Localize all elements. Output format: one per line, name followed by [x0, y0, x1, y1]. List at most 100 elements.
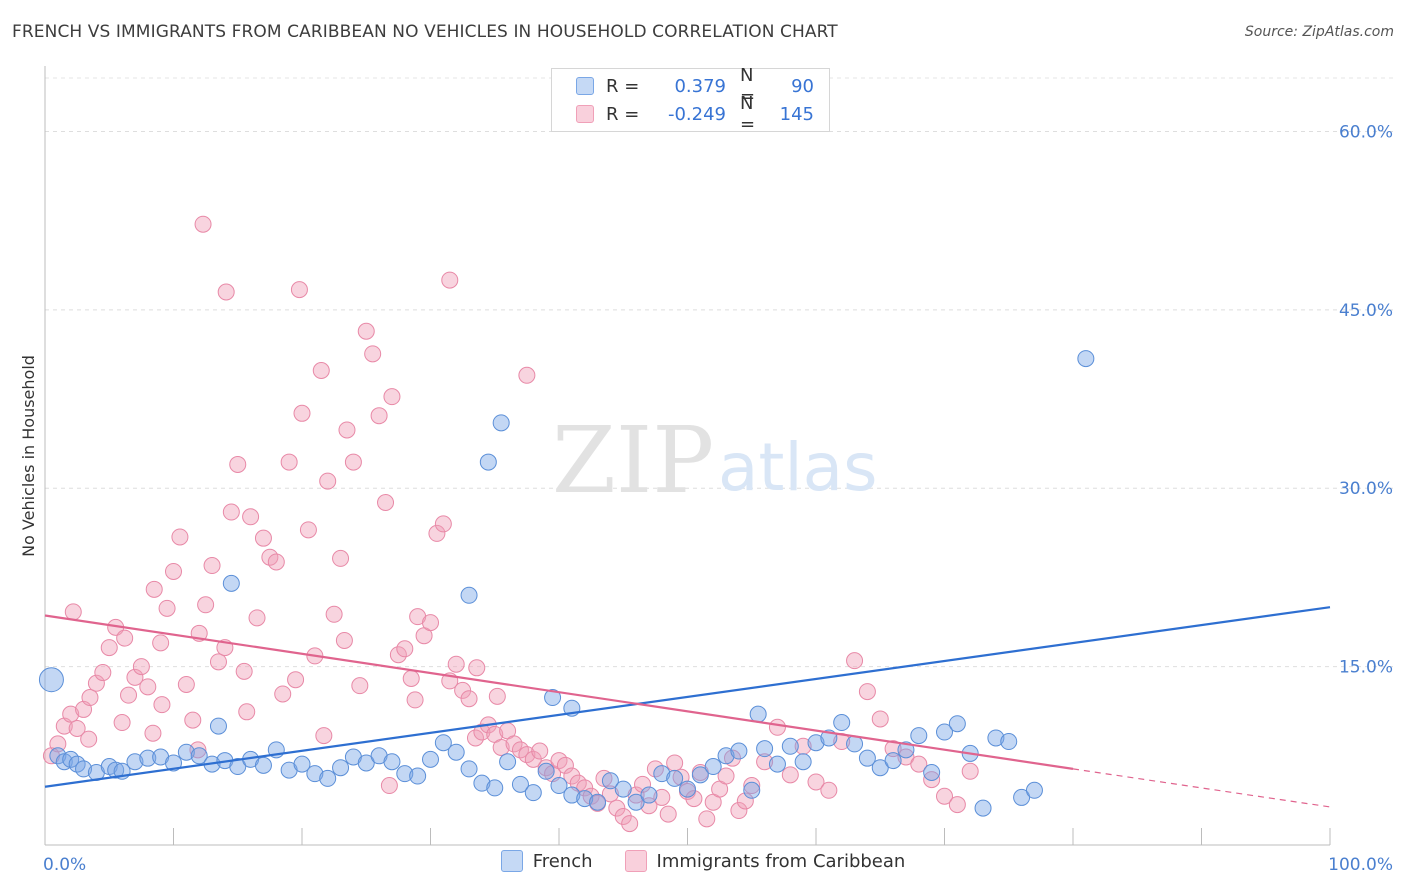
- caribbean-point: [422, 614, 439, 632]
- caribbean-point: [505, 735, 523, 753]
- series-french-points: [38, 350, 1095, 817]
- legend-swatch-french: [500, 850, 523, 872]
- caribbean-point: [685, 790, 703, 808]
- caribbean-point: [287, 671, 305, 689]
- caribbean-point: [961, 762, 979, 780]
- french-point: [768, 755, 786, 773]
- legend-label-french: French: [532, 850, 593, 872]
- trend-lines: [44, 606, 1331, 808]
- french-point: [1013, 788, 1031, 806]
- legend-swatch-caribbean: [576, 105, 594, 123]
- french-point: [1025, 781, 1043, 799]
- french-point: [107, 761, 125, 779]
- french-point: [627, 793, 645, 811]
- french-point: [319, 769, 337, 787]
- chart-title: FRENCH VS IMMIGRANTS FROM CARIBBEAN NO V…: [12, 22, 838, 42]
- french-point: [357, 754, 375, 772]
- legend-swatch-caribbean: [624, 850, 647, 872]
- caribbean-point: [217, 283, 235, 301]
- french-point: [524, 784, 542, 802]
- caribbean-point: [653, 788, 671, 806]
- caribbean-point: [794, 737, 812, 755]
- french-point: [717, 747, 735, 765]
- caribbean-point: [717, 767, 735, 785]
- caribbean-point: [537, 759, 555, 777]
- y-tick-label: 45.0%: [1339, 301, 1393, 321]
- caribbean-point: [87, 674, 105, 692]
- french-point: [49, 747, 67, 765]
- caribbean-point: [344, 453, 362, 471]
- watermark: ZIP atlas: [552, 407, 878, 514]
- french-point: [614, 780, 632, 798]
- axes: [44, 66, 1331, 846]
- french-point: [679, 780, 696, 798]
- french-trend-line: [44, 606, 1331, 788]
- series-caribbean-points: [42, 215, 979, 833]
- caribbean-point: [49, 735, 67, 753]
- french-point: [254, 756, 272, 774]
- caribbean-point: [396, 640, 414, 658]
- french-point: [544, 689, 562, 707]
- french-point: [653, 765, 671, 783]
- french-point: [807, 734, 825, 752]
- french-point: [858, 749, 876, 767]
- caribbean-point: [884, 740, 902, 758]
- caribbean-point: [229, 455, 247, 473]
- caribbean-point: [563, 767, 581, 785]
- french-point: [126, 753, 144, 771]
- caribbean-point: [601, 785, 619, 803]
- legend-n-value-french: 90: [791, 75, 814, 97]
- caribbean-point: [280, 453, 298, 471]
- caribbean-point: [447, 655, 465, 673]
- caribbean-point: [139, 678, 157, 696]
- french-point: [987, 729, 1005, 747]
- caribbean-point: [267, 553, 285, 571]
- x-tick-label: 100.0%: [1328, 855, 1393, 875]
- stats-legend: R = 0.379 N = 90 R = -0.249 N = 145: [551, 65, 830, 135]
- french-point: [640, 786, 658, 804]
- caribbean-point: [582, 787, 600, 805]
- french-point: [1000, 733, 1018, 751]
- caribbean-point: [299, 521, 317, 539]
- y-tick-label: 15.0%: [1339, 658, 1393, 678]
- caribbean-point: [293, 404, 311, 422]
- french-point: [422, 750, 439, 768]
- caribbean-point: [370, 407, 388, 425]
- caribbean-point: [531, 742, 549, 760]
- caribbean-point: [434, 515, 452, 533]
- french-point: [177, 743, 195, 761]
- caribbean-point: [468, 659, 486, 677]
- caribbean-point: [518, 366, 536, 384]
- french-point: [190, 747, 208, 765]
- caribbean-point: [897, 748, 915, 766]
- french-point: [948, 715, 966, 733]
- legend-n-value-caribbean: 145: [779, 103, 814, 125]
- french-point: [781, 737, 799, 755]
- caribbean-point: [595, 769, 613, 787]
- caribbean-point: [145, 580, 163, 598]
- caribbean-point: [274, 685, 292, 703]
- caribbean-point: [441, 271, 459, 289]
- french-point: [222, 574, 240, 592]
- french-point: [749, 705, 767, 723]
- caribbean-point: [332, 549, 350, 567]
- french-point: [871, 759, 889, 777]
- french-point: [537, 762, 555, 780]
- legend-n-label: N =: [740, 93, 756, 135]
- caribbean-point: [116, 629, 134, 647]
- caribbean-point: [238, 703, 256, 721]
- french-point: [499, 753, 517, 771]
- french-point: [306, 765, 324, 783]
- legend-label-caribbean: Immigrants from Caribbean: [656, 850, 906, 872]
- caribbean-point: [194, 215, 212, 233]
- legend-item-caribbean: Immigrants from Caribbean: [624, 850, 906, 872]
- french-point: [833, 714, 851, 732]
- caribbean-point: [144, 724, 162, 742]
- caribbean-point: [364, 345, 382, 363]
- caribbean-point: [871, 710, 889, 728]
- french-point: [691, 766, 709, 784]
- caribbean-point: [171, 528, 189, 546]
- caribbean-point: [357, 322, 375, 340]
- french-point: [576, 790, 594, 808]
- caribbean-point: [222, 503, 240, 521]
